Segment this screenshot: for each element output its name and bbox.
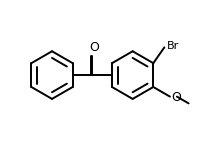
Text: Br: Br — [166, 41, 178, 51]
Text: O: O — [89, 41, 99, 54]
Text: O: O — [170, 91, 180, 104]
